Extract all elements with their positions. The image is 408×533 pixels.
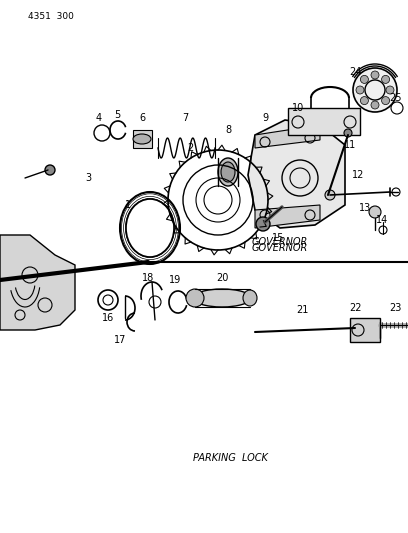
Text: 8: 8 <box>225 125 231 135</box>
Circle shape <box>353 68 397 112</box>
Ellipse shape <box>218 158 238 186</box>
Circle shape <box>325 190 335 200</box>
Text: 5: 5 <box>114 110 120 120</box>
Text: GOVERNOR: GOVERNOR <box>252 243 308 253</box>
Text: 20: 20 <box>216 273 228 283</box>
Circle shape <box>45 165 55 175</box>
Circle shape <box>381 96 390 104</box>
Text: GOVERNOR: GOVERNOR <box>252 237 308 247</box>
Text: 15: 15 <box>272 233 284 243</box>
Text: 1: 1 <box>125 200 131 210</box>
Text: 3: 3 <box>85 173 91 183</box>
Circle shape <box>381 75 390 83</box>
Text: 4: 4 <box>96 113 102 123</box>
Text: 14: 14 <box>376 215 388 225</box>
Text: 2: 2 <box>187 143 193 153</box>
Ellipse shape <box>193 289 251 307</box>
Text: 4351  300: 4351 300 <box>28 12 74 21</box>
Text: 6: 6 <box>139 113 145 123</box>
Circle shape <box>386 86 394 94</box>
Text: 18: 18 <box>142 273 154 283</box>
Circle shape <box>371 71 379 79</box>
Text: 12: 12 <box>352 170 364 180</box>
Text: 21: 21 <box>296 305 308 315</box>
Text: 7: 7 <box>182 113 188 123</box>
Polygon shape <box>255 125 320 148</box>
Circle shape <box>356 86 364 94</box>
Polygon shape <box>0 235 75 330</box>
Circle shape <box>360 75 368 83</box>
Polygon shape <box>133 130 152 148</box>
Text: 10: 10 <box>292 103 304 113</box>
Text: 25: 25 <box>390 93 402 103</box>
Text: 9: 9 <box>262 113 268 123</box>
Text: 11: 11 <box>344 140 356 150</box>
Polygon shape <box>248 120 345 228</box>
Text: 19: 19 <box>169 275 181 285</box>
Ellipse shape <box>133 134 151 144</box>
Polygon shape <box>350 318 380 342</box>
Text: 17: 17 <box>114 335 126 345</box>
Circle shape <box>371 101 379 109</box>
Circle shape <box>344 129 352 137</box>
Circle shape <box>360 96 368 104</box>
Text: PARKING  LOCK: PARKING LOCK <box>193 453 267 463</box>
Circle shape <box>256 217 270 231</box>
Ellipse shape <box>221 162 235 182</box>
Text: 22: 22 <box>349 303 361 313</box>
Polygon shape <box>288 108 360 135</box>
Polygon shape <box>255 205 320 228</box>
Circle shape <box>369 206 381 218</box>
Text: 24: 24 <box>349 67 361 77</box>
Ellipse shape <box>186 289 204 307</box>
Text: 13: 13 <box>359 203 371 213</box>
Text: 23: 23 <box>389 303 401 313</box>
Ellipse shape <box>243 290 257 306</box>
Text: 16: 16 <box>102 313 114 323</box>
